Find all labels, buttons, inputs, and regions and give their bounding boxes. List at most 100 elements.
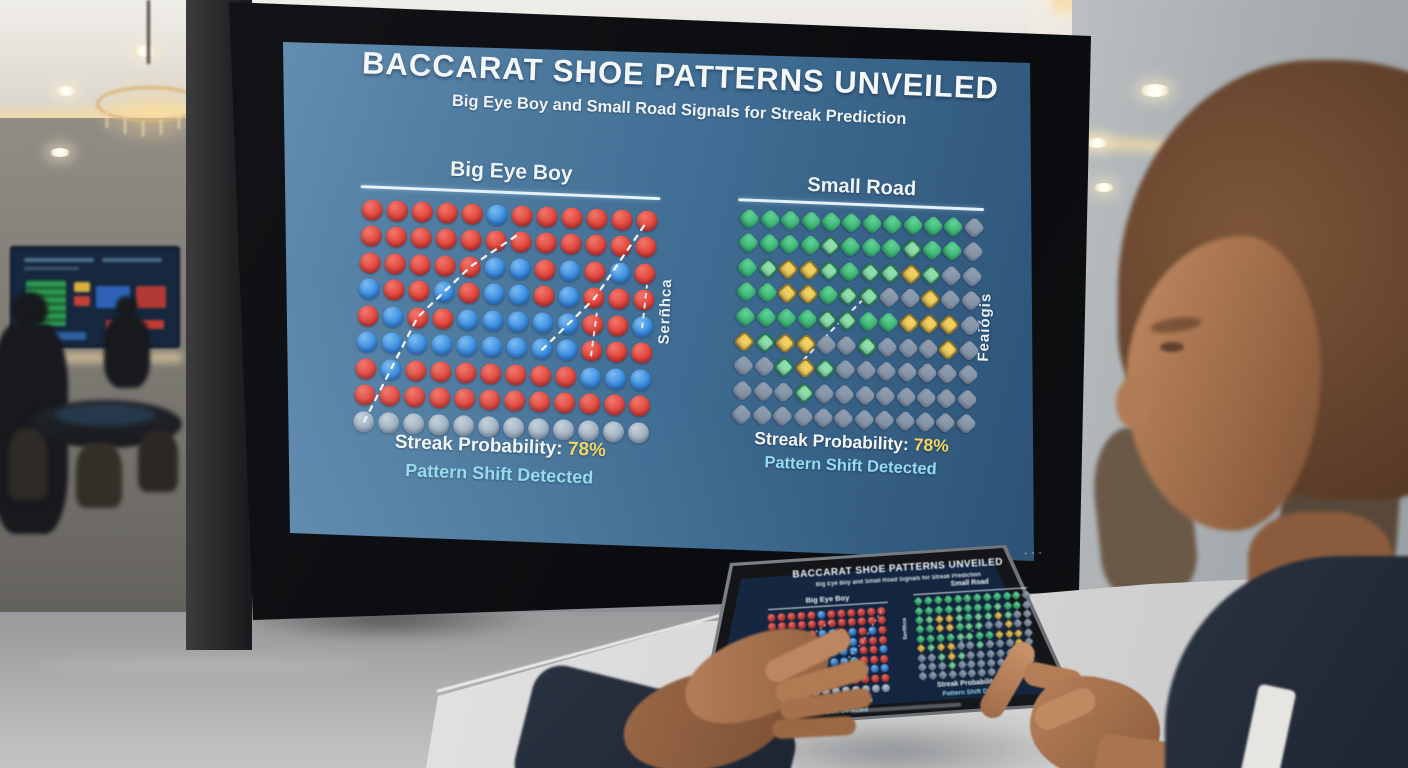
pattern-diamond [917,662,928,673]
pattern-diamond [937,661,948,671]
chandelier-crystal [142,121,144,137]
ceiling-light [132,45,158,57]
pattern-diamond [955,641,966,652]
pattern-dot [847,618,857,627]
chair [8,428,48,500]
pattern-diamond [914,615,925,626]
tablet-chart-big-eye-boy: Big Eye Boy Streak Probability: 78% Patt… [763,591,891,717]
pattern-diamond [1021,590,1032,600]
pattern-diamond [947,669,958,680]
pattern-dot [877,616,887,625]
pattern-diamond [936,642,947,653]
pattern-diamond [964,631,975,642]
pattern-dot [787,612,796,621]
ceiling-light [1086,138,1108,148]
pattern-diamond [927,661,938,672]
pattern-diamond [933,604,944,615]
pattern-diamond [934,623,945,634]
pattern-diamond [916,643,927,654]
pattern-diamond [936,651,947,662]
display-yellow-block [74,282,90,292]
chair [76,442,122,508]
display-text-row [24,267,79,270]
pattern-dot [827,619,837,628]
pattern-diamond [925,633,936,644]
pattern-dot [857,617,867,627]
pattern-dot [807,611,816,620]
pattern-diamond [965,640,976,651]
pattern-diamond [915,624,926,635]
pattern-diamond [955,631,965,642]
display-red-block [136,286,166,308]
pattern-diamond [953,603,964,614]
pattern-diamond [924,605,934,616]
pattern-dot [837,618,847,628]
pattern-diamond [945,632,956,643]
pattern-dot [827,609,836,619]
finger [771,715,857,740]
pattern-diamond [964,621,975,632]
background-person-head [116,296,137,317]
pattern-diamond [937,670,948,681]
pattern-diamond [943,594,953,605]
floor-reflection [40,660,370,670]
ceiling-light [55,86,77,96]
pattern-diamond [913,596,924,607]
pattern-diamond [963,612,974,623]
pattern-diamond [933,595,944,606]
chandelier-crystal [106,112,108,128]
foreground-person-nose [1116,378,1150,428]
pattern-diamond [956,650,967,661]
pattern-dot [847,608,856,618]
display-text-row [24,258,94,262]
pattern-diamond [956,659,967,670]
background-person-head [12,292,48,328]
chandelier-crystal [178,113,180,129]
chandelier-crystal [160,119,162,135]
pattern-dot [767,613,776,622]
pattern-diamond [944,622,955,633]
display-red-block [74,296,90,306]
pattern-diamond [918,671,929,682]
pattern-diamond [945,641,956,652]
pattern-dot [857,607,866,617]
pattern-diamond [926,642,937,653]
pattern-diamond [962,593,973,604]
pattern-dot [817,610,826,619]
pattern-dot [777,612,786,622]
pattern-diamond [928,671,938,681]
pattern-diamond [924,614,935,625]
pattern-diamond [923,596,934,606]
ceiling-light [50,148,70,157]
pattern-diamond [954,622,965,633]
display-text-row [102,258,162,262]
pattern-diamond [914,606,925,616]
chandelier-crystal [124,118,126,134]
pattern-dot [837,609,846,618]
pattern-diamond [926,652,937,663]
foreground-person-face [1126,236,1321,531]
pattern-diamond [947,660,957,671]
pattern-diamond [963,603,974,613]
ceiling-light [1094,183,1114,192]
table-felt-glow [55,404,155,426]
ceiling-light [1140,84,1170,97]
pattern-dot [867,607,876,616]
left-hands [612,610,912,768]
pattern-diamond [915,634,926,645]
pattern-dot [877,606,886,616]
pattern-diamond [925,624,936,635]
pattern-diamond [957,669,968,680]
foreground-person-eye [1160,342,1184,352]
pattern-diamond [946,651,957,661]
pattern-diamond [935,632,946,643]
pattern-dot [867,616,877,626]
pattern-diamond [943,604,954,615]
chandelier-rod [147,0,150,64]
background-person [104,316,150,388]
pattern-diamond [952,594,963,605]
right-hand [975,600,1209,768]
